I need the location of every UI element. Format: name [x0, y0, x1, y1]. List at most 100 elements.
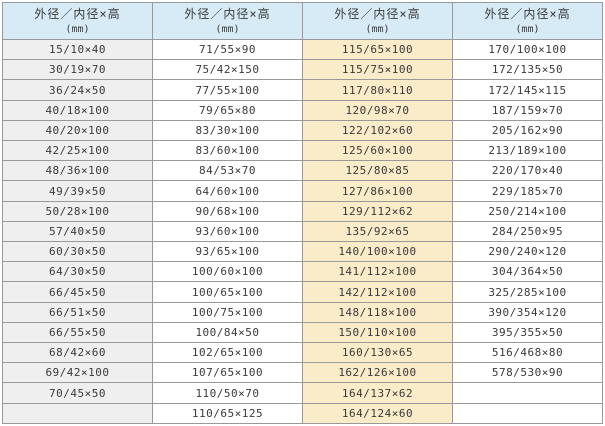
table-cell: 77/55×100 [152, 79, 303, 101]
table-cell: 83/30×100 [152, 119, 303, 142]
column-header-4: 外径／内径×高 (mm) [452, 2, 603, 40]
table-cell: 172/135×50 [452, 59, 603, 81]
table-cell: 48/36×100 [2, 160, 153, 182]
table-cell: 160/130×65 [302, 342, 453, 364]
table-cell: 100/65×100 [152, 281, 303, 303]
table-cell: 107/65×100 [152, 362, 303, 384]
table-cell: 110/65×125 [152, 402, 303, 425]
table-cell: 120/98×70 [302, 99, 453, 121]
table-cell: 125/60×100 [302, 140, 453, 162]
table-cell: 66/45×50 [2, 281, 153, 303]
table-row: 48/36×100 84/53×70 125/80×85 220/170×40 [2, 160, 603, 182]
table-cell: 325/285×100 [452, 281, 603, 303]
column-header-title: 外径／内径×高 [184, 7, 271, 22]
column-header-title: 外径／内径×高 [484, 7, 571, 22]
table-cell: 164/124×60 [302, 402, 453, 425]
table-cell: 71/55×90 [152, 38, 303, 61]
column-header-title: 外径／内径×高 [334, 7, 421, 22]
table-cell: 187/159×70 [452, 99, 603, 121]
table-cell: 150/110×100 [302, 321, 453, 344]
table-cell: 102/65×100 [152, 342, 303, 364]
table-cell: 220/170×40 [452, 160, 603, 182]
table-cell: 49/39×50 [2, 180, 153, 202]
table-cell: 141/112×100 [302, 261, 453, 283]
table-cell: 117/80×110 [302, 79, 453, 101]
table-cell: 42/25×100 [2, 140, 153, 162]
table-cell: 115/75×100 [302, 59, 453, 81]
table-row: 40/18×100 79/65×80 120/98×70 187/159×70 [2, 99, 603, 121]
table-row: 66/45×50 100/65×100 142/112×100 325/285×100 [2, 281, 603, 303]
column-header-unit: (mm) [215, 23, 240, 35]
table-cell: 162/126×100 [302, 362, 453, 384]
column-header-2: 外径／内径×高 (mm) [152, 2, 303, 40]
table-header: 外径／内径×高 (mm) 外径／内径×高 (mm) 外径／内径×高 (mm) 外… [2, 2, 603, 40]
table-cell: 64/30×50 [2, 261, 153, 283]
table-cell: 229/185×70 [452, 180, 603, 202]
table-cell: 40/18×100 [2, 99, 153, 121]
column-header-unit: (mm) [365, 23, 390, 35]
table-cell: 250/214×100 [452, 200, 603, 222]
table-row: 64/30×50 100/60×100 141/112×100 304/364×50 [2, 261, 603, 283]
table-cell: 129/112×62 [302, 200, 453, 222]
table-cell: 75/42×150 [152, 59, 303, 81]
table-cell: 57/40×50 [2, 220, 153, 243]
table-cell: 148/118×100 [302, 301, 453, 323]
table-row: 68/42×60 102/65×100 160/130×65 516/468×80 [2, 342, 603, 364]
table-cell: 40/20×100 [2, 119, 153, 142]
table-cell: 164/137×62 [302, 382, 453, 404]
column-header-unit: (mm) [65, 23, 90, 35]
table-row: 66/51×50 100/75×100 148/118×100 390/354×120 [2, 301, 603, 323]
table-cell: 213/189×100 [452, 140, 603, 162]
column-header-3: 外径／内径×高 (mm) [302, 2, 453, 40]
table-cell: 142/112×100 [302, 281, 453, 303]
table-row: 57/40×50 93/60×100 135/92×65 284/250×95 [2, 220, 603, 243]
table-cell: 68/42×60 [2, 342, 153, 364]
table-cell: 127/86×100 [302, 180, 453, 202]
table-cell: 50/28×100 [2, 200, 153, 222]
table-cell: 30/19×70 [2, 59, 153, 81]
table-row: 60/30×50 93/65×100 140/100×100 290/240×120 [2, 241, 603, 263]
table-cell: 93/60×100 [152, 220, 303, 243]
table-cell: 135/92×65 [302, 220, 453, 243]
table-cell: 79/65×80 [152, 99, 303, 121]
table-cell: 100/60×100 [152, 261, 303, 283]
table-cell [2, 402, 153, 425]
table-cell: 516/468×80 [452, 342, 603, 364]
table-row: 70/45×50 110/50×70 164/137×62 [2, 382, 603, 404]
table-cell: 290/240×120 [452, 241, 603, 263]
table-row: 50/28×100 90/68×100 129/112×62 250/214×100 [2, 200, 603, 222]
table-row: 110/65×125 164/124×60 [2, 402, 603, 425]
table-cell: 15/10×40 [2, 38, 153, 61]
column-header-unit: (mm) [515, 23, 540, 35]
table-cell: 36/24×50 [2, 79, 153, 101]
table-cell: 60/30×50 [2, 241, 153, 263]
table-row: 49/39×50 64/60×100 127/86×100 229/185×70 [2, 180, 603, 202]
table-cell: 122/102×60 [302, 119, 453, 142]
table-cell: 93/65×100 [152, 241, 303, 263]
table-body: 15/10×40 71/55×90 115/65×100 170/100×100 30/… [2, 38, 603, 425]
table-cell: 69/42×100 [2, 362, 153, 384]
table-row: 66/55×50 100/84×50 150/110×100 395/355×50 [2, 321, 603, 344]
table-row: 42/25×100 83/60×100 125/60×100 213/189×100 [2, 140, 603, 162]
table-cell: 110/50×70 [152, 382, 303, 404]
table-cell: 100/75×100 [152, 301, 303, 323]
table-row: 30/19×70 75/42×150 115/75×100 172/135×50 [2, 59, 603, 81]
table-row: 15/10×40 71/55×90 115/65×100 170/100×100 [2, 38, 603, 61]
table-cell: 90/68×100 [152, 200, 303, 222]
table-row: 36/24×50 77/55×100 117/80×110 172/145×115 [2, 79, 603, 101]
table-cell: 170/100×100 [452, 38, 603, 61]
column-header-title: 外径／内径×高 [34, 7, 121, 22]
header-row: 外径／内径×高 (mm) 外径／内径×高 (mm) 外径／内径×高 (mm) 外… [2, 2, 603, 40]
table-cell: 100/84×50 [152, 321, 303, 344]
table-cell: 172/145×115 [452, 79, 603, 101]
table-cell: 304/364×50 [452, 261, 603, 283]
table-row: 69/42×100 107/65×100 162/126×100 578/530×90 [2, 362, 603, 384]
table-cell: 395/355×50 [452, 321, 603, 344]
table-cell: 140/100×100 [302, 241, 453, 263]
table-cell: 205/162×90 [452, 119, 603, 142]
table-cell: 84/53×70 [152, 160, 303, 182]
table-row: 40/20×100 83/30×100 122/102×60 205/162×90 [2, 119, 603, 142]
table-cell: 83/60×100 [152, 140, 303, 162]
